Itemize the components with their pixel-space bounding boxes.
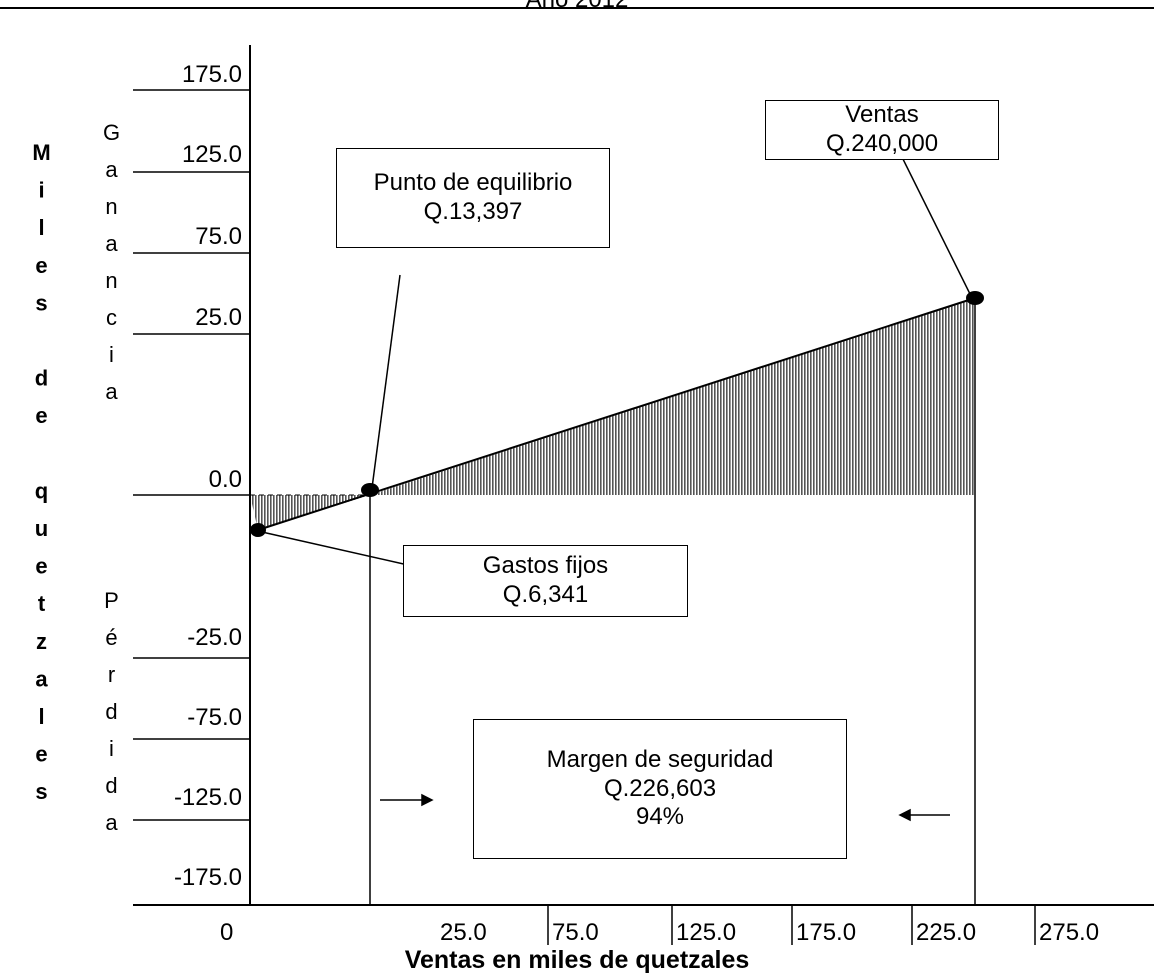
x-tick-lines [547, 905, 1036, 945]
y-tick-label: -175.0 [173, 864, 242, 891]
y-tick-label: -75.0 [187, 704, 242, 731]
leaders [261, 142, 973, 566]
text: Q.13,397 [423, 198, 523, 225]
y-tick-label: 0.0 [208, 466, 242, 493]
breakeven-box: Punto de equilibrio Q.13,397 [336, 148, 610, 248]
x-tick-label: 125.0 [676, 919, 737, 946]
x-tick-label: 175.0 [796, 919, 857, 946]
x-tick-label: 0 [220, 919, 234, 946]
text: Margen de seguridad [546, 745, 774, 773]
x-tick-label: 25.0 [440, 919, 487, 946]
text: Q.240,000 [825, 130, 939, 157]
y-tick-label: 125.0 [181, 141, 242, 168]
x-tick-label: 75.0 [552, 919, 599, 946]
text: Q.6,341 [502, 581, 589, 608]
text: Q.226,603 [603, 774, 717, 802]
text: 94% [635, 803, 685, 831]
text: Gastos fijos [482, 552, 609, 580]
text: Ventas [845, 101, 919, 129]
fixed-costs-box: Gastos fijos Q.6,341 [403, 545, 688, 617]
arrows [380, 793, 950, 822]
y-tick-lines [133, 89, 250, 821]
y-tick-label: 175.0 [181, 61, 242, 88]
points [250, 291, 984, 537]
x-axis-label: Ventas en miles de quetzales [404, 946, 750, 974]
y-tick-label: -125.0 [173, 784, 242, 811]
title: Año 2012 [0, 0, 1154, 12]
x-tick-label: 275.0 [1039, 919, 1100, 946]
x-tick-label: 225.0 [916, 919, 977, 946]
text: Punto de equilibrio [373, 169, 573, 197]
y-tick-label: -25.0 [187, 624, 242, 651]
sales-box: Ventas Q.240,000 [765, 100, 999, 160]
safety-margin-box: Margen de seguridad Q.226,603 94% [473, 719, 847, 859]
loss-label: Pérdida [99, 588, 124, 847]
y-axis-label: Miles de quetzales [29, 140, 54, 817]
y-tick-label: 25.0 [195, 304, 242, 331]
y-tick-label: 75.0 [195, 223, 242, 250]
profit-label: Ganancia [99, 120, 124, 416]
